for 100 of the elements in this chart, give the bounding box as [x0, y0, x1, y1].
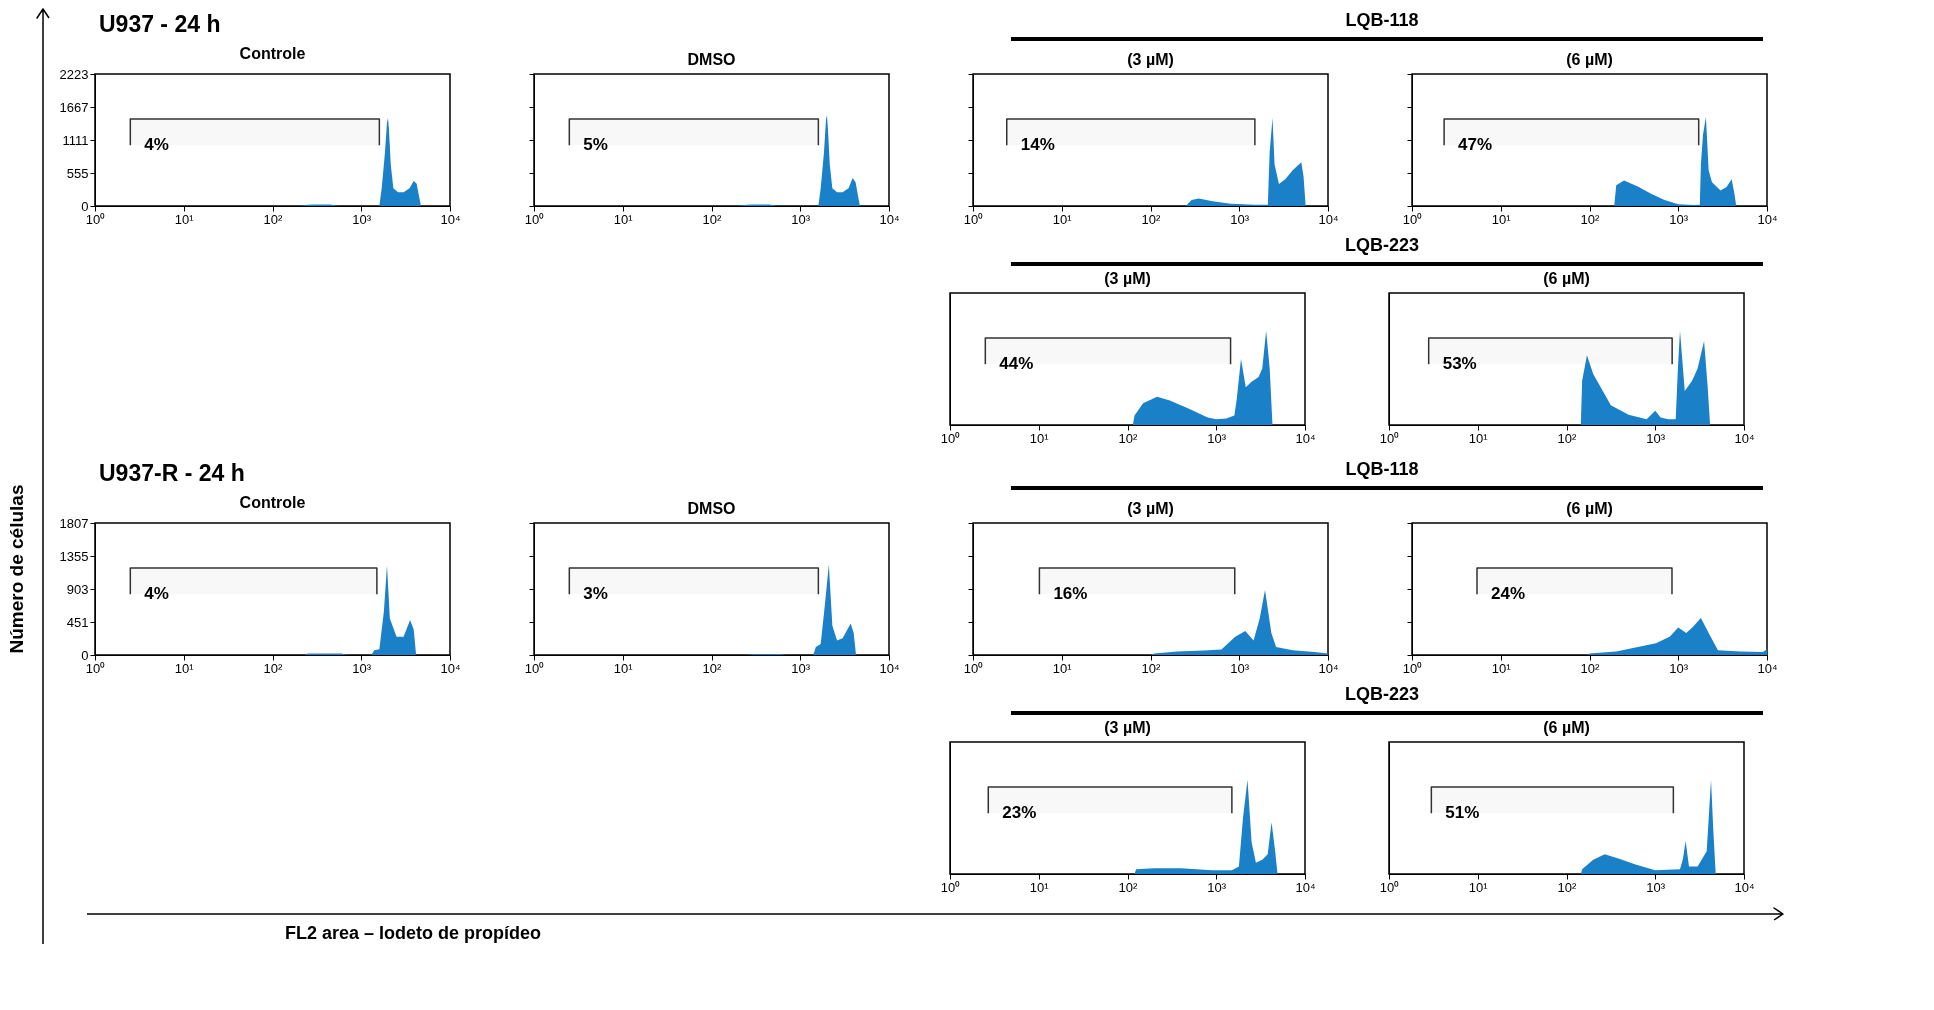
x-tick-label: 10³: [791, 660, 811, 676]
y-tick-label: 0: [81, 647, 89, 663]
x-tick-label: 10²: [702, 211, 723, 227]
x-tick-label: 10¹: [1468, 879, 1489, 895]
x-tick-label: 10⁰: [85, 660, 106, 676]
x-tick-label: 10⁴: [440, 660, 461, 676]
text: LQB-118: [1345, 459, 1419, 479]
x-tick-label: 10³: [1230, 660, 1250, 676]
x-tick-label: 10⁰: [963, 211, 984, 227]
text: LQB-118: [1345, 10, 1419, 30]
x-tick-label: 10²: [263, 660, 284, 676]
x-tick-label: 10⁴: [1295, 879, 1316, 895]
band-label: 16%: [1053, 584, 1088, 604]
x-tick-label: 10⁴: [1318, 660, 1339, 676]
text: U937 - 24 h: [99, 11, 221, 37]
chart-title: (6 µM): [1566, 499, 1613, 517]
y-tick-label: 2223: [59, 66, 89, 82]
x-tick-label: 10¹: [1029, 879, 1050, 895]
band-label: 51%: [1445, 803, 1480, 823]
x-tick-label: 10¹: [613, 211, 634, 227]
chart-title: DMSO: [687, 50, 736, 68]
band-label: 47%: [1458, 135, 1493, 155]
x-tick-label: 10⁴: [440, 211, 461, 227]
y-tick-label: 1111: [62, 132, 89, 148]
chart-title: Controle: [239, 494, 306, 511]
x-tick-label: 10³: [1669, 211, 1689, 227]
x-tick-label: 10³: [1230, 211, 1250, 227]
x-tick-label: 10³: [1669, 660, 1689, 676]
x-tick-label: 10²: [702, 660, 723, 676]
x-tick-label: 10⁴: [1757, 211, 1778, 227]
x-tick-label: 10⁴: [1734, 430, 1755, 446]
y-tick-label: 1807: [59, 515, 89, 531]
chart-title: (6 µM): [1543, 270, 1590, 287]
x-tick-label: 10⁰: [963, 660, 984, 676]
x-tick-label: 10⁰: [940, 430, 961, 446]
chart-title: (3 µM): [1104, 719, 1151, 736]
x-tick-label: 10⁰: [940, 879, 961, 895]
x-tick-label: 10¹: [1468, 430, 1489, 446]
x-tick-label: 10⁰: [1379, 879, 1400, 895]
band-label: 5%: [583, 135, 608, 155]
x-tick-label: 10⁴: [879, 660, 900, 676]
band-label: 14%: [1020, 135, 1055, 155]
x-tick-label: 10²: [1580, 211, 1601, 227]
band-label: 44%: [999, 354, 1034, 374]
x-tick-label: 10⁴: [879, 211, 900, 227]
x-tick-label: 10¹: [613, 660, 634, 676]
y-tick-label: 1355: [59, 548, 89, 564]
band-label: 3%: [583, 584, 608, 604]
x-tick-label: 10²: [1580, 660, 1601, 676]
x-tick-label: 10⁰: [524, 211, 545, 227]
y-tick-label: 903: [66, 581, 89, 597]
x-tick-label: 10¹: [1052, 211, 1073, 227]
x-tick-label: 10²: [1141, 660, 1162, 676]
x-tick-label: 10⁴: [1757, 660, 1778, 676]
chart-title: (3 µM): [1104, 270, 1151, 287]
x-tick-label: 10²: [1118, 430, 1139, 446]
chart-title: Controle: [239, 45, 306, 62]
x-tick-label: 10¹: [1029, 430, 1050, 446]
x-tick-label: 10³: [352, 211, 372, 227]
x-tick-label: 10³: [1646, 879, 1666, 895]
x-tick-label: 10³: [1207, 430, 1227, 446]
chart-title: (6 µM): [1566, 50, 1613, 68]
band-label: 24%: [1491, 584, 1526, 604]
x-tick-label: 10⁰: [1402, 660, 1423, 676]
x-tick-label: 10⁴: [1318, 211, 1339, 227]
chart-title: DMSO: [687, 499, 736, 517]
y-tick-label: 555: [66, 165, 89, 181]
x-tick-label: 10²: [263, 211, 284, 227]
x-tick-label: 10¹: [174, 660, 195, 676]
x-tick-label: 10³: [352, 660, 372, 676]
x-tick-label: 10³: [1207, 879, 1227, 895]
y-tick-label: 451: [66, 614, 89, 630]
text: Número de células: [6, 484, 27, 654]
x-tick-label: 10²: [1557, 430, 1578, 446]
x-tick-label: 10⁴: [1734, 879, 1755, 895]
chart-title: (6 µM): [1543, 719, 1590, 736]
x-tick-label: 10¹: [1052, 660, 1073, 676]
x-tick-label: 10⁰: [1379, 430, 1400, 446]
band-label: 4%: [144, 135, 169, 155]
x-tick-label: 10⁴: [1295, 430, 1316, 446]
y-tick-label: 0: [81, 198, 89, 214]
x-tick-label: 10³: [1646, 430, 1666, 446]
band-label: 53%: [1442, 354, 1477, 374]
chart-title: (3 µM): [1127, 499, 1174, 517]
x-tick-label: 10¹: [174, 211, 195, 227]
text: FL2 area – Iodeto de propídeo: [285, 923, 542, 943]
x-tick-label: 10⁰: [524, 660, 545, 676]
x-tick-label: 10²: [1557, 879, 1578, 895]
x-tick-label: 10¹: [1491, 211, 1512, 227]
x-tick-label: 10³: [791, 211, 811, 227]
x-tick-label: 10⁰: [1402, 211, 1423, 227]
x-tick-label: 10¹: [1491, 660, 1512, 676]
chart-title: (3 µM): [1127, 50, 1174, 68]
band-label: 23%: [1002, 803, 1037, 823]
text: U937-R - 24 h: [99, 460, 245, 486]
text: LQB-223: [1344, 235, 1420, 255]
x-tick-label: 10²: [1118, 879, 1139, 895]
y-tick-label: 1667: [59, 99, 89, 115]
text: LQB-223: [1344, 684, 1420, 704]
x-tick-label: 10⁰: [85, 211, 106, 227]
